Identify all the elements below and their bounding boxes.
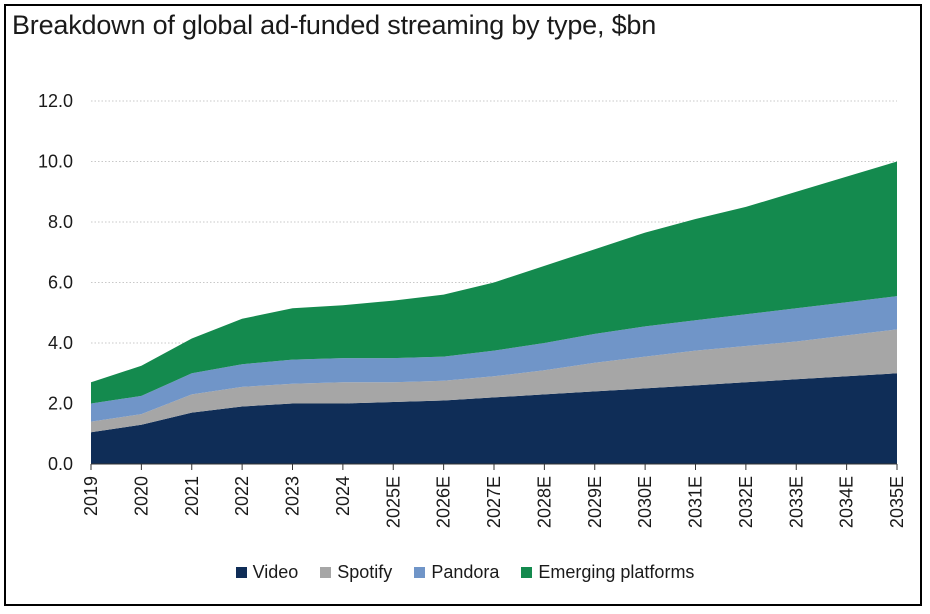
legend-item: Video bbox=[235, 561, 299, 583]
x-tick-label: 2026E bbox=[434, 476, 454, 528]
area-series bbox=[91, 161, 897, 464]
legend-label: Spotify bbox=[337, 561, 393, 582]
legend-item: Emerging platforms bbox=[521, 562, 694, 583]
x-tick-label: 2023 bbox=[283, 476, 303, 516]
y-tick-label: 6.0 bbox=[48, 273, 73, 293]
area-emerging-platforms bbox=[91, 161, 897, 404]
x-tick-label: 2033E bbox=[786, 476, 806, 528]
y-tick-label: 10.0 bbox=[38, 152, 73, 172]
x-tick-label: 2024 bbox=[333, 476, 353, 516]
area-pandora bbox=[91, 296, 897, 422]
legend-swatch bbox=[414, 566, 426, 578]
x-tick-label: 2031E bbox=[686, 476, 706, 528]
area-spotify bbox=[91, 329, 897, 433]
x-tick-label: 2028E bbox=[534, 476, 554, 528]
legend-label: Emerging platforms bbox=[538, 561, 695, 582]
x-tick-label: 2032E bbox=[736, 476, 756, 528]
x-tick-label: 2030E bbox=[635, 476, 655, 528]
x-tick-label: 2034E bbox=[837, 476, 857, 528]
legend-item: Spotify bbox=[320, 562, 392, 583]
legend-swatch bbox=[235, 566, 247, 578]
x-tick-label: 2020 bbox=[131, 476, 151, 516]
y-tick-label: 8.0 bbox=[48, 212, 73, 232]
x-tick-label: 2027E bbox=[484, 476, 504, 528]
area-video bbox=[91, 373, 897, 464]
legend-swatch bbox=[521, 566, 533, 578]
y-tick-label: 2.0 bbox=[48, 394, 73, 414]
chart-legend: Video Spotify Pandora Emerging platforms bbox=[0, 560, 930, 584]
y-tick-label: 4.0 bbox=[48, 333, 73, 353]
x-tick-label: 2035E bbox=[887, 476, 907, 528]
axes: 0.0 2.0 4.0 6.0 8.0 10.0 12.0 2019 2020 2021 2022 2… bbox=[38, 91, 907, 528]
legend-label: Video bbox=[252, 561, 299, 582]
chart-title: Breakdown of global ad-funded streaming … bbox=[12, 10, 657, 40]
y-tick-label: 0.0 bbox=[48, 454, 73, 474]
x-tick-label: 2021 bbox=[182, 476, 202, 516]
x-tick-label: 2025E bbox=[383, 476, 403, 528]
legend-item: Pandora bbox=[414, 562, 499, 583]
legend-label: Pandora bbox=[431, 561, 500, 582]
y-tick-label: 12.0 bbox=[38, 91, 73, 111]
x-tick-label: 2019 bbox=[81, 476, 101, 516]
legend-swatch bbox=[320, 566, 332, 578]
x-tick-label: 2029E bbox=[585, 476, 605, 528]
x-tick-label: 2022 bbox=[232, 476, 252, 516]
